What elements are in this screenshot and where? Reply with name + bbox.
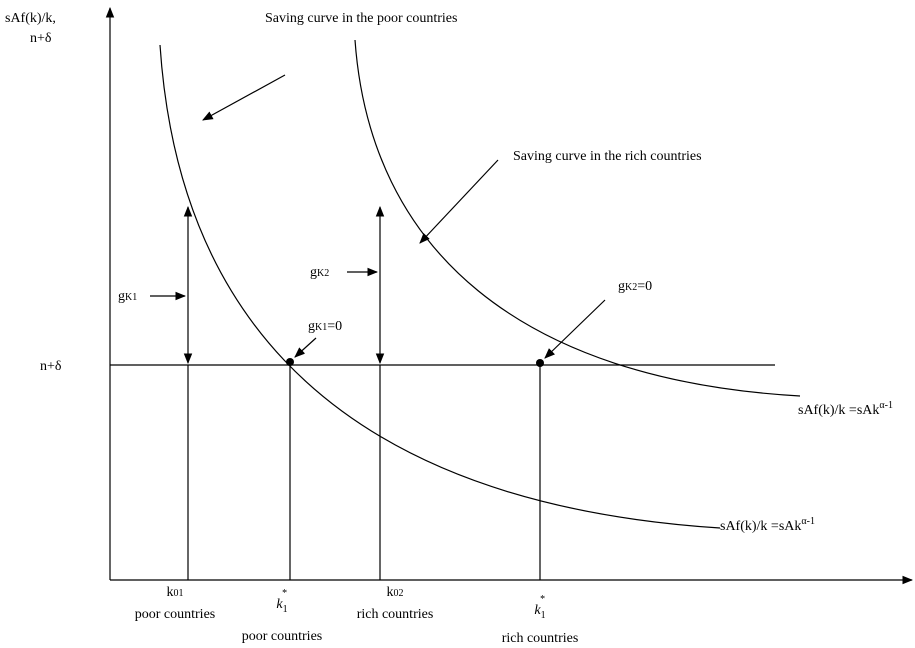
curve-label: sAf(k)/k =sAkα-1: [798, 400, 893, 418]
g: g: [118, 289, 125, 304]
steady-label: gK2=0: [618, 279, 652, 294]
symbol: k: [387, 585, 394, 600]
rest: =0: [327, 319, 342, 334]
main: sAf(k)/k =sAk: [798, 403, 879, 418]
steady-state-dot: [286, 358, 294, 366]
symbol: k: [534, 603, 541, 618]
curve-label: sAf(k)/k =sAkα-1: [720, 516, 815, 534]
sub: 1: [283, 604, 288, 615]
x-caption: poor countries: [242, 629, 322, 644]
sup: α-1: [879, 400, 893, 411]
sup: α-1: [801, 516, 815, 527]
x-caption: poor countries: [135, 607, 215, 622]
x-labels: k01 poor countries k1* poor countries k0…: [135, 585, 579, 646]
g: g: [308, 319, 315, 334]
x-label: k02: [387, 585, 404, 600]
x-label: k01: [167, 585, 184, 600]
pointer-arrow: [419, 159, 499, 244]
g: g: [618, 279, 625, 294]
pointer-arrow: [294, 337, 317, 358]
x-label: k1 *: [276, 588, 287, 615]
sub: 1: [541, 610, 546, 621]
sub: K1: [125, 292, 137, 303]
growth-label: gK2: [310, 265, 329, 280]
poor-curve: [159, 44, 721, 529]
axis-label: n+δ: [30, 31, 52, 46]
pointer-arrow: [202, 74, 286, 121]
symbol: k: [167, 585, 174, 600]
growth-label: gK1: [118, 289, 137, 304]
symbol: k: [276, 597, 283, 612]
sub: 01: [174, 588, 184, 599]
sub: 02: [394, 588, 404, 599]
rich-curve: [354, 39, 801, 397]
annotation: Saving curve in the rich countries: [513, 149, 702, 164]
sup: *: [540, 594, 545, 605]
line-label: n+δ: [40, 359, 62, 374]
sub: K2: [317, 268, 329, 279]
pointer-arrow: [544, 299, 606, 359]
steady-state-dot: [536, 359, 544, 367]
x-caption: rich countries: [502, 631, 579, 646]
x-label: k1 *: [534, 594, 545, 621]
sub: K1: [315, 322, 327, 333]
sub: K2: [625, 282, 637, 293]
annotation: Saving curve in the poor countries: [265, 11, 457, 26]
axis-label: sAf(k)/k,: [5, 11, 56, 26]
g: g: [310, 265, 317, 280]
main: sAf(k)/k =sAk: [720, 519, 801, 534]
sup: *: [282, 588, 287, 599]
steady-label: gK1=0: [308, 319, 342, 334]
x-caption: rich countries: [357, 607, 434, 622]
rest: =0: [637, 279, 652, 294]
